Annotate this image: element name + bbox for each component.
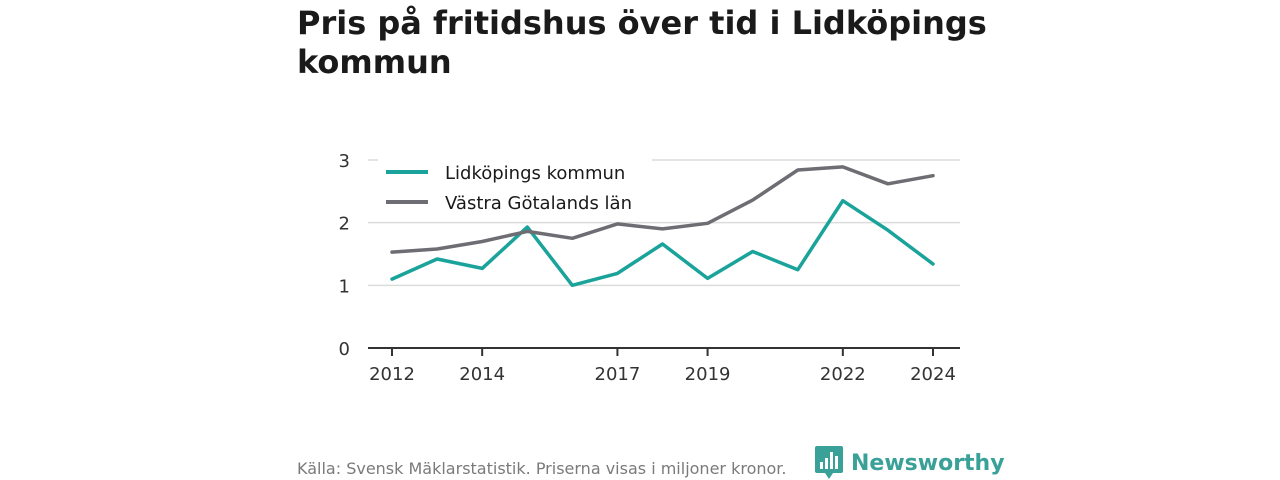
y-tick-label: 1: [339, 276, 350, 297]
source-note: Källa: Svensk Mäklarstatistik. Priserna …: [297, 459, 787, 478]
series-line: [390, 165, 935, 254]
brand-name: Newsworthy: [851, 450, 1005, 476]
brand-logo: Newsworthy: [815, 446, 1005, 480]
x-tick-label: 2019: [685, 364, 731, 385]
x-tick-label: 2022: [820, 364, 866, 385]
series-line: [390, 198, 935, 288]
newsworthy-bar-chart-icon: [815, 446, 843, 479]
legend-label: Lidköpings kommun: [445, 163, 625, 184]
x-tick-label: 2012: [369, 364, 415, 385]
series-lines: [390, 165, 935, 288]
y-tick-label: 0: [339, 339, 350, 360]
chart-title: Pris på fritidshus över tid i Lidköpings…: [297, 4, 987, 81]
legend: Lidköpings kommun Västra Götalands län: [378, 155, 652, 217]
y-axis-ticks: 0 1 2 3: [339, 151, 350, 360]
y-tick-label: 3: [339, 151, 350, 172]
x-tick-label: 2017: [595, 364, 641, 385]
x-tick-label: 2014: [459, 364, 505, 385]
x-axis-ticks: 2012 2014 2017 2019 2022 2024: [369, 348, 956, 385]
x-tick-label: 2024: [910, 364, 956, 385]
y-tick-label: 2: [339, 214, 350, 235]
legend-background: [378, 155, 652, 217]
legend-label: Västra Götalands län: [445, 193, 632, 214]
